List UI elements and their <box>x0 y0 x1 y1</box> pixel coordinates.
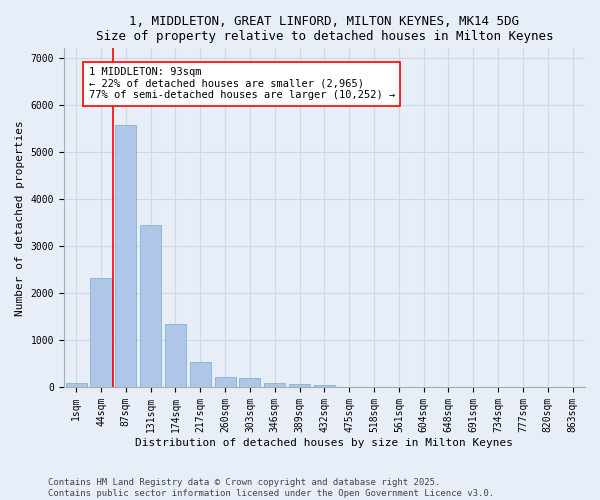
Bar <box>165 324 186 387</box>
Bar <box>91 278 112 387</box>
Text: 1 MIDDLETON: 93sqm
← 22% of detached houses are smaller (2,965)
77% of semi-deta: 1 MIDDLETON: 93sqm ← 22% of detached hou… <box>89 67 395 100</box>
X-axis label: Distribution of detached houses by size in Milton Keynes: Distribution of detached houses by size … <box>136 438 514 448</box>
Bar <box>65 383 87 387</box>
Y-axis label: Number of detached properties: Number of detached properties <box>15 120 25 316</box>
Text: Contains HM Land Registry data © Crown copyright and database right 2025.
Contai: Contains HM Land Registry data © Crown c… <box>48 478 494 498</box>
Bar <box>190 362 211 387</box>
Bar <box>115 124 136 387</box>
Bar <box>140 224 161 387</box>
Bar <box>314 385 335 387</box>
Bar <box>239 378 260 387</box>
Bar <box>215 377 236 387</box>
Title: 1, MIDDLETON, GREAT LINFORD, MILTON KEYNES, MK14 5DG
Size of property relative t: 1, MIDDLETON, GREAT LINFORD, MILTON KEYN… <box>95 15 553 43</box>
Bar <box>289 384 310 387</box>
Bar <box>264 382 285 387</box>
